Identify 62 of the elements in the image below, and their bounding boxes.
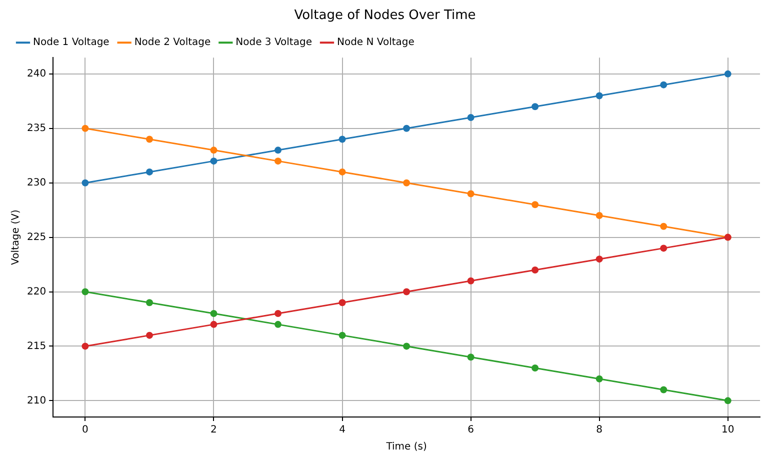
point: [146, 136, 153, 143]
point: [532, 266, 539, 274]
point: [338, 332, 346, 339]
x-tick-label: 10: [722, 424, 734, 436]
point: [532, 103, 539, 110]
point: [596, 256, 603, 263]
point: [146, 299, 153, 306]
point: [274, 320, 282, 328]
point: [660, 386, 668, 394]
point: [82, 124, 89, 132]
x-tick-label: 8: [596, 424, 603, 436]
x-tick-label: 6: [468, 424, 474, 436]
point: [403, 124, 410, 132]
legend-label: Node 2 Voltage: [134, 37, 211, 48]
point: [724, 397, 732, 404]
legend-label: Node N Voltage: [336, 37, 414, 48]
point: [596, 212, 603, 220]
legend-label: Node 1 Voltage: [33, 37, 110, 48]
point: [467, 277, 474, 284]
y-tick-label: 210: [26, 395, 46, 406]
point: [146, 332, 153, 339]
point: [210, 320, 218, 328]
point: [82, 342, 89, 350]
x-tick-label: 2: [210, 424, 217, 436]
point: [338, 299, 346, 306]
point: [403, 342, 410, 350]
point: [274, 310, 282, 318]
point: [82, 179, 89, 186]
chart-title: Voltage of Nodes Over Time: [294, 8, 476, 24]
point: [596, 92, 603, 100]
point: [146, 168, 153, 176]
point: [660, 244, 668, 252]
point: [210, 146, 218, 154]
point: [660, 81, 668, 88]
point: [403, 288, 410, 296]
x-axis-title: Time (s): [385, 442, 427, 453]
point: [532, 201, 539, 208]
point: [532, 364, 539, 372]
point: [274, 146, 282, 154]
y-tick-label: 230: [26, 177, 46, 188]
x-tick-label: 0: [82, 424, 88, 436]
y-tick-label: 240: [26, 68, 46, 80]
point: [338, 136, 346, 143]
point: [82, 288, 89, 296]
y-tick-label: 220: [26, 286, 46, 298]
point: [467, 190, 474, 198]
point: [403, 179, 410, 186]
legend-label: Node 3 Voltage: [236, 37, 312, 48]
point: [467, 114, 474, 121]
point: [210, 310, 218, 318]
point: [274, 158, 282, 165]
point: [210, 158, 218, 165]
y-tick-label: 235: [26, 122, 46, 134]
point: [467, 354, 474, 361]
point: [660, 222, 668, 230]
point: [338, 168, 346, 176]
y-tick-label: 225: [26, 232, 46, 243]
y-axis-title: Voltage (V): [10, 210, 22, 265]
point: [596, 375, 603, 382]
point: [724, 70, 732, 78]
x-tick-label: 4: [339, 424, 346, 436]
y-tick-label: 215: [26, 340, 46, 352]
